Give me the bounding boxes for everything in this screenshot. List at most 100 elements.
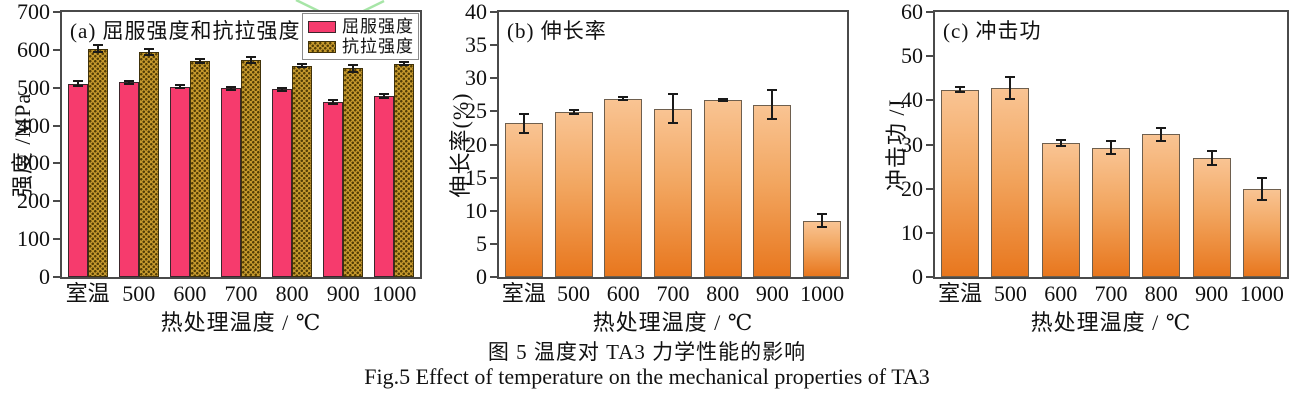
y-tick-a xyxy=(53,86,60,89)
bar-a-1 xyxy=(67,83,88,277)
y-tick-b xyxy=(490,77,497,80)
x-axis-label-a: 热处理温度 / ℃ xyxy=(160,310,322,335)
y-tick-label-a: 300 xyxy=(17,150,50,176)
error-cap-bottom xyxy=(297,66,308,69)
x-tick-label-c: 700 xyxy=(1094,281,1128,306)
bar-a-5 xyxy=(292,65,313,277)
x-tick-label-a: 500 xyxy=(122,281,156,306)
y-tick-label-b: 10 xyxy=(465,197,487,223)
error-bar xyxy=(1059,140,1062,147)
bar-b-6 xyxy=(753,104,792,277)
error-cap-top xyxy=(297,63,308,66)
error-cap-top xyxy=(817,213,828,216)
error-cap-bottom xyxy=(1005,97,1016,100)
y-tick-a xyxy=(53,162,60,165)
error-bar xyxy=(572,110,575,115)
error-cap-top xyxy=(92,44,103,47)
y-tick-a xyxy=(53,238,60,241)
error-cap-top xyxy=(1206,149,1217,152)
y-tick-c xyxy=(926,143,933,146)
y-tick-label-a: 200 xyxy=(17,188,50,214)
x-tick-label-c: 500 xyxy=(993,281,1027,306)
error-bar xyxy=(1110,140,1112,155)
legend-swatch-yield xyxy=(308,20,336,33)
x-tick-label-c: 1000 xyxy=(1239,281,1284,306)
error-bar xyxy=(1210,150,1213,165)
error-cap-top xyxy=(618,96,629,99)
error-bar xyxy=(301,64,304,68)
error-bar xyxy=(332,99,335,105)
error-cap-top xyxy=(143,48,154,51)
error-cap-top xyxy=(767,89,778,92)
error-cap-bottom xyxy=(277,89,288,92)
error-cap-top xyxy=(668,93,678,96)
bar-a-4 xyxy=(241,60,261,277)
error-bar xyxy=(198,58,201,64)
y-tick-a xyxy=(53,124,60,127)
y-tick-label-c: 50 xyxy=(901,43,923,69)
error-cap-bottom xyxy=(767,118,778,121)
error-bar xyxy=(1009,77,1012,99)
error-cap-top xyxy=(1106,139,1116,142)
y-tick-a xyxy=(53,48,60,51)
legend-box: 屈服强度 抗拉强度 xyxy=(302,13,419,60)
x-tick-label-c: 室温 xyxy=(938,281,983,306)
y-tick-label-b: 20 xyxy=(465,131,487,157)
error-bar xyxy=(771,90,774,120)
error-cap-top xyxy=(717,97,728,100)
error-bar xyxy=(250,57,252,64)
bar-b-5 xyxy=(703,100,742,277)
error-cap-bottom xyxy=(399,64,410,67)
y-tick-a xyxy=(53,11,60,13)
y-tick-label-a: 600 xyxy=(17,36,50,62)
bar-a-6 xyxy=(343,68,364,277)
error-bar xyxy=(127,80,130,85)
error-bar xyxy=(403,62,406,66)
error-cap-top xyxy=(955,86,966,89)
error-bar xyxy=(383,94,386,98)
error-bar xyxy=(147,49,150,56)
error-bar xyxy=(178,85,181,89)
y-tick-label-a: 700 xyxy=(17,0,50,24)
y-tick-label-b: 35 xyxy=(465,32,487,58)
x-tick-label-b: 600 xyxy=(606,281,640,306)
error-bar xyxy=(76,81,79,86)
error-cap-bottom xyxy=(92,51,103,54)
y-tick-b xyxy=(490,143,497,146)
legend-swatch-tensile xyxy=(308,40,336,53)
error-cap-bottom xyxy=(194,62,205,65)
y-tick-label-c: 10 xyxy=(901,219,923,245)
bar-a-3 xyxy=(169,86,190,277)
bar-c-4 xyxy=(1092,147,1130,277)
bar-c-7 xyxy=(1242,188,1281,277)
error-cap-bottom xyxy=(226,88,236,91)
error-bar xyxy=(672,94,674,124)
error-cap-bottom xyxy=(618,99,629,102)
x-tick-label-a: 600 xyxy=(173,281,207,306)
panel-a-title: (a) 屈服强度和抗拉强度 xyxy=(70,19,301,43)
error-cap-top xyxy=(518,113,529,116)
y-tick-label-c: 60 xyxy=(901,0,923,24)
error-bar xyxy=(230,86,232,90)
y-tick-label-b: 25 xyxy=(465,98,487,124)
error-cap-bottom xyxy=(174,87,185,90)
bar-a-1 xyxy=(87,48,108,277)
x-tick-label-a: 700 xyxy=(224,281,258,306)
bar-a-5 xyxy=(272,89,293,277)
error-cap-top xyxy=(123,79,134,82)
error-cap-bottom xyxy=(72,84,83,87)
error-cap-bottom xyxy=(1256,198,1267,201)
error-bar xyxy=(1260,177,1263,200)
bar-a-2 xyxy=(138,52,159,277)
x-tick-label-b: 室温 xyxy=(501,281,546,306)
bar-c-1 xyxy=(941,89,980,277)
bar-a-3 xyxy=(189,61,210,277)
error-cap-top xyxy=(277,86,288,89)
error-cap-bottom xyxy=(717,100,728,103)
y-tick-b xyxy=(490,176,497,179)
x-tick-label-b: 700 xyxy=(656,281,690,306)
y-tick-b xyxy=(490,110,497,113)
y-tick-c xyxy=(926,276,933,278)
error-cap-bottom xyxy=(955,91,966,94)
bar-c-6 xyxy=(1192,157,1231,277)
